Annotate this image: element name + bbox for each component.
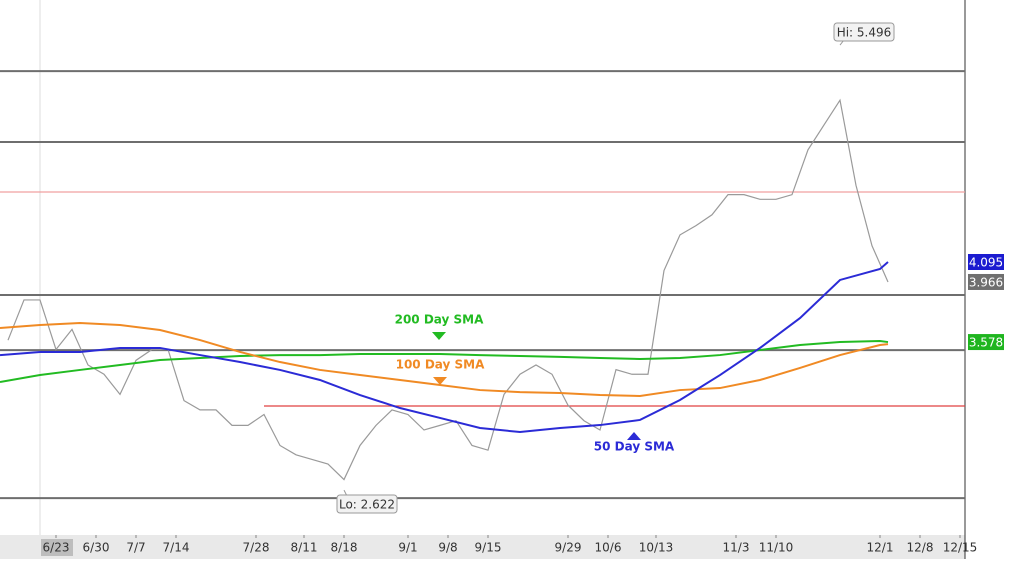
last-value-box <box>968 334 1004 351</box>
sma-pointer <box>433 377 447 385</box>
x-tick-label: 7/7 <box>126 541 145 555</box>
last-value-box <box>968 273 1004 290</box>
sma-label: 50 Day SMA <box>594 440 675 454</box>
x-tick-label: 8/18 <box>331 541 358 555</box>
sma-label: 100 Day SMA <box>396 358 486 372</box>
sma-label: 200 Day SMA <box>395 313 485 327</box>
last-value-label: 3.578 <box>969 336 1003 350</box>
sma-pointer <box>627 432 641 440</box>
last-value-box <box>968 254 1004 271</box>
x-tick-label: 12/1 <box>867 541 894 555</box>
x-tick-label: 9/8 <box>438 541 457 555</box>
callout-box <box>833 22 895 42</box>
x-tick-label: 9/1 <box>398 541 417 555</box>
callout-box <box>336 494 398 514</box>
price-line <box>7 98 889 481</box>
last-value-label: 3.966 <box>969 275 1003 289</box>
x-tick-label: 7/14 <box>163 541 190 555</box>
x-tick-label: 6/30 <box>83 541 110 555</box>
x-axis-band <box>0 535 965 559</box>
callout-label: Hi: 5.496 <box>837 26 892 40</box>
x-tick-label: 11/3 <box>723 541 750 555</box>
x-tick-label: 10/6 <box>595 541 622 555</box>
last-value-label: 4.095 <box>969 256 1003 270</box>
x-tick-label: 7/28 <box>243 541 270 555</box>
x-tick-label: 12/8 <box>907 541 934 555</box>
sma-pointer <box>432 332 446 340</box>
x-tick-label: 6/23 <box>43 541 70 555</box>
x-tick-label: 12/15 <box>943 541 978 555</box>
cursor-date-box <box>41 539 73 556</box>
callout-label: Lo: 2.622 <box>339 498 395 512</box>
x-tick-label: 9/29 <box>555 541 582 555</box>
x-tick-label: 10/13 <box>639 541 674 555</box>
x-tick-label: 9/15 <box>475 541 502 555</box>
sma-line <box>0 322 889 397</box>
x-tick-label: 11/10 <box>759 541 794 555</box>
x-tick-label: 8/11 <box>291 541 318 555</box>
sma-line <box>0 261 889 434</box>
sma-line <box>0 339 889 383</box>
